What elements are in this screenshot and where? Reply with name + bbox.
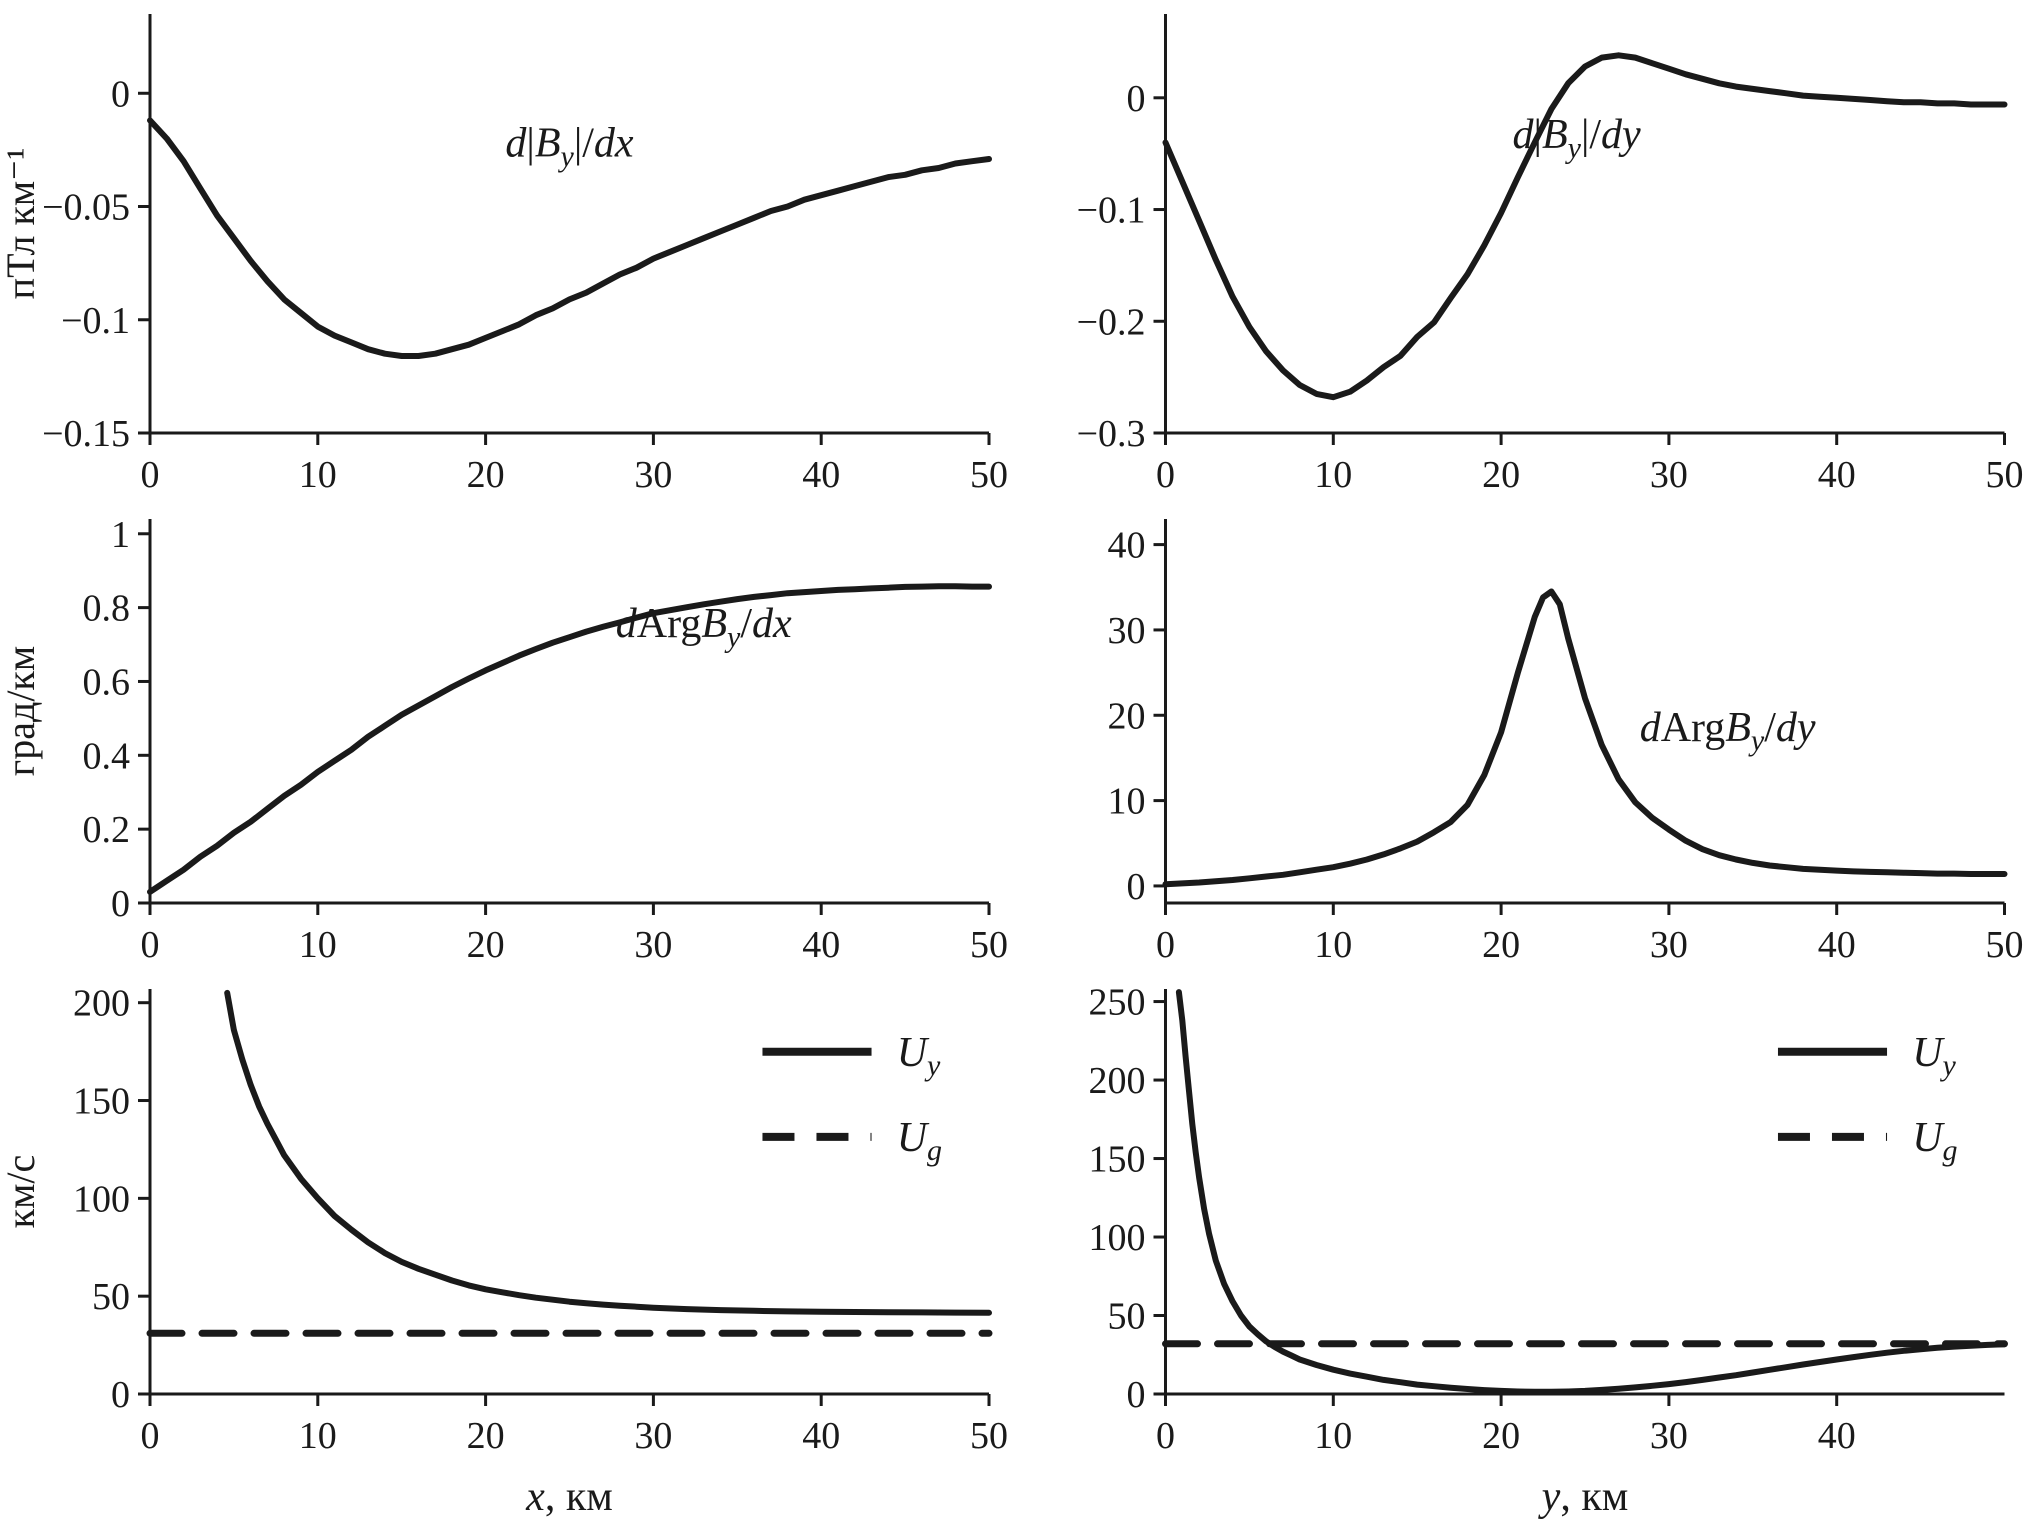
svg-text:1: 1 [111,514,130,556]
svg-text:0: 0 [1127,1374,1146,1416]
svg-text:0: 0 [1156,454,1175,496]
svg-text:−0.05: −0.05 [42,187,130,229]
svg-text:−0.3: −0.3 [1077,413,1146,455]
panel-d-abs-by-dy: 0 10 20 30 40 50 0 −0.1 −0.2 −0.3 d|By|/dy [1015,0,2031,505]
svg-text:Ug: Ug [1912,1115,1957,1167]
svg-text:40: 40 [1818,454,1856,496]
panel-uy-ug-vs-x: 0 10 20 30 40 50 200 150 100 50 0 км/с x, км Uy Ug [0,975,1015,1524]
chart-svg-d-abs-by-dx: 0 10 20 30 40 50 0 −0.05 −0.1 −0.15 пТл км⁻¹ d|By|/… [0,14,1008,496]
svg-text:20: 20 [1482,454,1520,496]
panel-uy-ug-vs-y: 0 10 20 30 40 250 200 150 100 50 0 y, км Uy Ug [1015,975,2031,1524]
svg-text:50: 50 [92,1276,130,1318]
svg-text:150: 150 [1089,1139,1146,1181]
svg-text:40: 40 [802,454,840,496]
svg-text:250: 250 [1089,982,1146,1024]
svg-text:−0.15: −0.15 [42,413,130,455]
svg-text:пТл км⁻¹: пТл км⁻¹ [0,148,43,300]
svg-text:0: 0 [1156,924,1175,966]
svg-text:d|By|/dy: d|By|/dy [1513,112,1641,164]
svg-text:30: 30 [634,924,672,966]
chart-svg-d-arg-by-dy: 0 10 20 30 40 50 40 30 20 10 0 dArgBy/dy [1108,519,2024,966]
svg-text:40: 40 [1818,924,1856,966]
svg-text:10: 10 [1314,924,1352,966]
svg-text:20: 20 [467,454,505,496]
svg-text:100: 100 [1089,1217,1146,1259]
chart-svg-d-arg-by-dx: 0 10 20 30 40 50 1 0.8 0.6 0.4 0.2 0 град/км dArgBy/d… [0,514,1008,966]
svg-text:20: 20 [1108,695,1146,737]
svg-text:dArgBy/dx: dArgBy/dx [616,601,792,653]
chart-svg-d-abs-by-dy: 0 10 20 30 40 50 0 −0.1 −0.2 −0.3 d|By|/dy [1077,14,2024,496]
svg-text:Ug: Ug [897,1115,942,1167]
svg-text:x, км: x, км [525,1474,613,1520]
svg-text:50: 50 [1986,454,2024,496]
svg-text:−0.1: −0.1 [61,300,130,342]
svg-text:0: 0 [1127,78,1146,120]
svg-text:40: 40 [802,1415,840,1457]
svg-text:150: 150 [73,1081,130,1123]
svg-text:0: 0 [1156,1415,1175,1457]
panel-d-arg-by-dx: 0 10 20 30 40 50 1 0.8 0.6 0.4 0.2 0 град/км dArgBy/d… [0,505,1015,975]
svg-text:10: 10 [1314,454,1352,496]
svg-text:200: 200 [73,983,130,1025]
svg-text:10: 10 [299,454,337,496]
svg-text:30: 30 [1650,1415,1688,1457]
svg-text:0.8: 0.8 [83,588,131,630]
svg-text:10: 10 [299,924,337,966]
svg-text:0: 0 [111,883,130,925]
svg-text:50: 50 [1986,924,2024,966]
chart-svg-uy-ug-vs-y: 0 10 20 30 40 250 200 150 100 50 0 y, км Uy Ug [1089,982,2008,1520]
svg-text:0: 0 [111,1374,130,1416]
svg-text:0: 0 [141,924,160,966]
svg-text:20: 20 [1482,1415,1520,1457]
svg-text:40: 40 [1108,525,1146,567]
svg-text:100: 100 [73,1178,130,1220]
svg-text:10: 10 [1108,781,1146,823]
svg-text:Uy: Uy [897,1030,941,1082]
svg-text:y, км: y, км [1538,1474,1629,1520]
svg-text:Uy: Uy [1912,1030,1956,1082]
svg-text:10: 10 [299,1415,337,1457]
svg-text:−0.2: −0.2 [1077,301,1146,343]
svg-text:d|By|/dx: d|By|/dx [505,121,633,173]
svg-text:30: 30 [1108,610,1146,652]
svg-text:40: 40 [1818,1415,1856,1457]
svg-text:0.4: 0.4 [83,735,131,777]
svg-text:−0.1: −0.1 [1077,190,1146,232]
svg-text:10: 10 [1314,1415,1352,1457]
svg-text:20: 20 [1482,924,1520,966]
svg-text:dArgBy/dy: dArgBy/dy [1640,705,1816,757]
svg-text:50: 50 [970,1415,1008,1457]
svg-text:50: 50 [970,454,1008,496]
svg-text:град/км: град/км [0,646,43,776]
svg-text:20: 20 [467,1415,505,1457]
svg-text:км/с: км/с [0,1155,43,1229]
svg-text:0.6: 0.6 [83,661,131,703]
svg-text:50: 50 [1108,1296,1146,1338]
svg-text:30: 30 [1650,454,1688,496]
svg-text:20: 20 [467,924,505,966]
panel-d-arg-by-dy: 0 10 20 30 40 50 40 30 20 10 0 dArgBy/dy [1015,505,2031,975]
svg-text:0: 0 [111,73,130,115]
svg-text:50: 50 [970,924,1008,966]
panel-d-abs-by-dx: 0 10 20 30 40 50 0 −0.05 −0.1 −0.15 пТл км⁻¹ d|By|/… [0,0,1015,505]
svg-text:0: 0 [1127,866,1146,908]
svg-text:0.2: 0.2 [83,809,131,851]
chart-svg-uy-ug-vs-x: 0 10 20 30 40 50 200 150 100 50 0 км/с x, км Uy Ug [0,983,1008,1520]
svg-text:30: 30 [1650,924,1688,966]
svg-text:0: 0 [141,1415,160,1457]
svg-text:30: 30 [634,454,672,496]
svg-text:200: 200 [1089,1060,1146,1102]
svg-text:0: 0 [141,454,160,496]
svg-text:40: 40 [802,924,840,966]
svg-text:30: 30 [634,1415,672,1457]
